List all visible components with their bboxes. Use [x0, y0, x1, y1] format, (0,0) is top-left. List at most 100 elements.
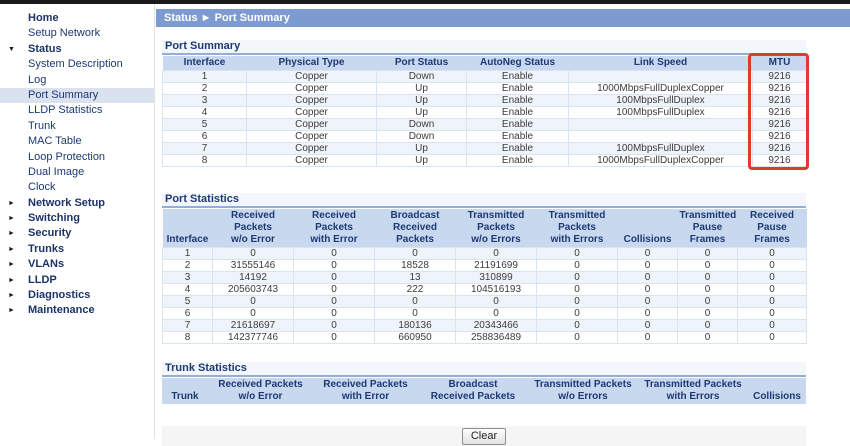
sidebar-item-label: Status: [28, 42, 62, 55]
table-cell: 0: [455, 307, 537, 320]
table-cell: 0: [212, 295, 294, 308]
main-area: Status ► Port Summary Port Summary Inter…: [156, 4, 850, 446]
tree-collapsed-icon[interactable]: ►: [8, 245, 15, 253]
sidebar-item-status[interactable]: ▼ Status: [0, 42, 154, 57]
table-cell: 0: [677, 319, 738, 332]
sidebar-item-lldp[interactable]: ► LLDP: [0, 273, 154, 288]
trunk-statistics-table: Trunk Received Packets w/o Error Received …: [162, 378, 806, 404]
section-title: Trunk Statistics: [162, 362, 806, 377]
sidebar-item-label: MAC Table: [28, 135, 82, 148]
table-cell: 0: [617, 259, 678, 272]
column-header: Link Speed: [568, 56, 753, 71]
sidebar-item-dual-image[interactable]: Dual Image: [0, 165, 154, 180]
table-cell: 1000MbpsFullDuplexCopper: [568, 82, 753, 95]
table-cell: 8: [162, 154, 247, 167]
table-cell: 0: [617, 283, 678, 296]
breadcrumb-text: Status ► Port Summary: [164, 12, 290, 24]
clear-button[interactable]: Clear: [461, 427, 507, 445]
table-cell: 0: [293, 247, 375, 260]
sidebar-item-setup-network[interactable]: Setup Network: [0, 26, 154, 41]
table-cell: 0: [536, 295, 618, 308]
table-cell: 0: [293, 295, 375, 308]
table-cell: 0: [677, 295, 738, 308]
sidebar-item-port-summary[interactable]: Port Summary: [0, 87, 154, 104]
sidebar-nav: Home Setup Network ▼ Status System Descripti…: [0, 4, 155, 439]
tree-expanded-icon[interactable]: ▼: [8, 45, 15, 53]
sidebar-item-switching[interactable]: ► Switching: [0, 211, 154, 226]
sidebar-item-label: Trunk: [28, 119, 56, 132]
table-cell: [568, 70, 753, 83]
tree-collapsed-icon[interactable]: ►: [8, 230, 15, 238]
table-row: 2 Copper Up Enable 1000MbpsFullDuplexCopper 9…: [162, 82, 807, 95]
sidebar-item-security[interactable]: ► Security: [0, 226, 154, 241]
table-cell: 31555146: [212, 259, 294, 272]
table-cell: Down: [376, 70, 467, 83]
sidebar-item-label: Home: [28, 12, 59, 24]
port-statistics-table: Interface Received Packets w/o Error Recei…: [162, 209, 807, 344]
table-cell: 6: [162, 130, 247, 143]
table-cell: 20343466: [455, 319, 537, 332]
sidebar-item-home[interactable]: Home: [0, 11, 154, 26]
table-row: 5 Copper Down Enable 9216: [162, 118, 807, 131]
sidebar-item-trunks[interactable]: ► Trunks: [0, 242, 154, 257]
table-cell: 2: [162, 82, 247, 95]
sidebar-item-diagnostics[interactable]: ► Diagnostics: [0, 288, 154, 303]
sidebar-item-mac-table[interactable]: MAC Table: [0, 134, 154, 149]
sidebar-item-lldp-statistics[interactable]: LLDP Statistics: [0, 103, 154, 118]
sidebar-item-system-description[interactable]: System Description: [0, 57, 154, 72]
table-cell: 0: [455, 247, 537, 260]
column-header: AutoNeg Status: [466, 56, 569, 71]
sidebar-item-maintenance[interactable]: ► Maintenance: [0, 303, 154, 318]
trunk-statistics-section: Trunk Statistics Trunk Received Packets w…: [162, 362, 806, 404]
table-cell: 0: [737, 319, 807, 332]
column-header: Received Packets with Error: [293, 209, 375, 248]
column-header: Port Status: [376, 56, 467, 71]
sidebar-item-label: Trunks: [28, 242, 65, 255]
port-statistics-section: Port Statistics Interface Received Packet…: [162, 193, 807, 344]
column-header: Received Pause Frames: [737, 209, 807, 248]
column-header: Interface: [162, 56, 247, 71]
table-cell: 0: [617, 307, 678, 320]
table-cell: 9216: [752, 106, 807, 119]
port-summary-section: Port Summary Interface Physical Type Port …: [162, 40, 807, 167]
sidebar-item-loop-protection[interactable]: Loop Protection: [0, 150, 154, 165]
table-row: 3 Copper Up Enable 100MbpsFullDuplex 9216: [162, 94, 807, 107]
sidebar-item-clock[interactable]: Clock: [0, 180, 154, 195]
sidebar-item-vlans[interactable]: ► VLANs: [0, 257, 154, 272]
top-black-strip: [0, 0, 850, 4]
table-cell: Copper: [246, 154, 377, 167]
sidebar-item-network-setup[interactable]: ► Network Setup: [0, 196, 154, 211]
tree-collapsed-icon[interactable]: ►: [8, 215, 15, 223]
table-row: 6 Copper Down Enable 9216: [162, 130, 807, 143]
header-row: Trunk Received Packets w/o Error Received …: [162, 378, 806, 404]
column-header: Broadcast Received Packets: [374, 209, 456, 248]
table-cell: 0: [617, 331, 678, 344]
tree-collapsed-icon[interactable]: ►: [8, 276, 15, 284]
tree-collapsed-icon[interactable]: ►: [8, 261, 15, 269]
table-cell: 9216: [752, 142, 807, 155]
table-cell: Copper: [246, 82, 377, 95]
table-cell: [568, 118, 753, 131]
table-cell: Enable: [466, 130, 569, 143]
sidebar-item-log[interactable]: Log: [0, 73, 154, 88]
table-cell: 4: [162, 106, 247, 119]
table-cell: 0: [617, 319, 678, 332]
table-cell: 0: [293, 271, 375, 284]
table-cell: Copper: [246, 94, 377, 107]
sidebar-item-label: Switching: [28, 212, 80, 225]
tree-collapsed-icon[interactable]: ►: [8, 199, 15, 207]
tree-collapsed-icon[interactable]: ►: [8, 307, 15, 315]
table-cell: 0: [617, 247, 678, 260]
table-cell: 0: [212, 307, 294, 320]
table-cell: 13: [374, 271, 456, 284]
sidebar-item-trunk[interactable]: Trunk: [0, 119, 154, 134]
table-row: 7 Copper Up Enable 100MbpsFullDuplex 9216: [162, 142, 807, 155]
table-cell: 0: [677, 283, 738, 296]
table-cell: 142377746: [212, 331, 294, 344]
table-cell: Up: [376, 82, 467, 95]
table-cell: Copper: [246, 130, 377, 143]
sidebar-item-label: LLDP: [28, 273, 57, 286]
table-cell: 0: [737, 307, 807, 320]
table-cell: 310899: [455, 271, 537, 284]
tree-collapsed-icon[interactable]: ►: [8, 292, 15, 300]
